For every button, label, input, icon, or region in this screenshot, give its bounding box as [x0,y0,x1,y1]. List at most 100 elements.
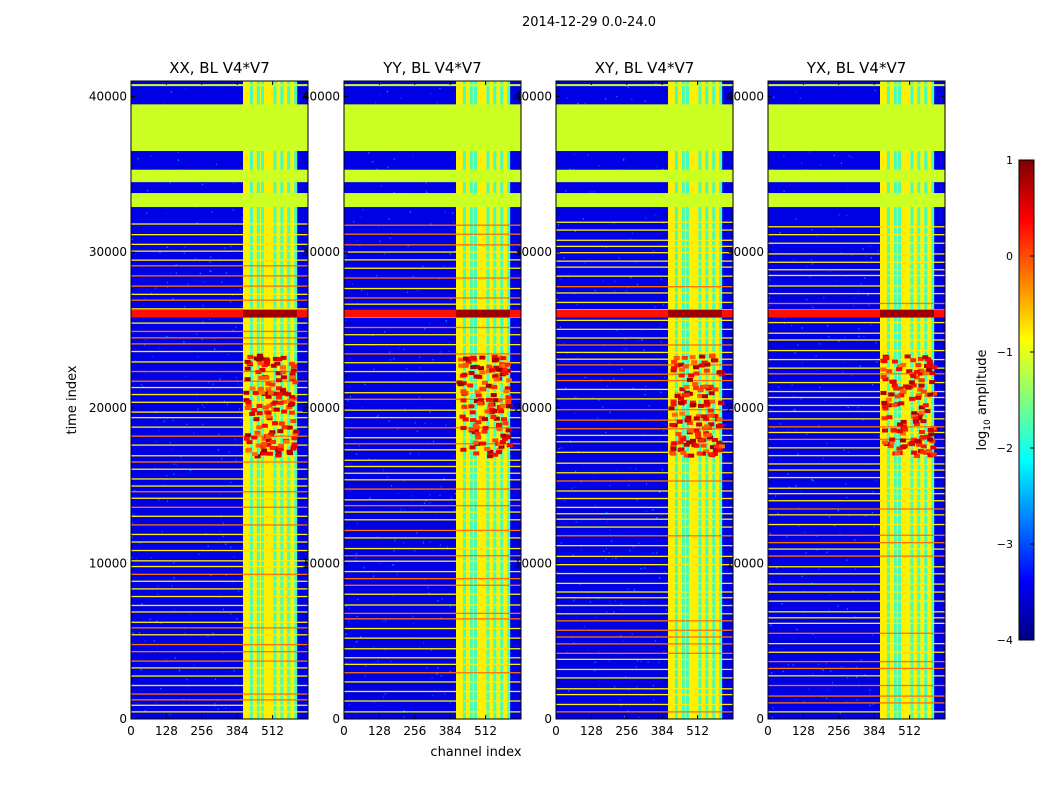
flagged-time-band [131,104,308,152]
heatmap-speckle [146,288,148,290]
heatmap-speckle [209,270,211,272]
heatmap-speckle [840,252,843,254]
flagged-time-row [131,293,308,295]
peak-cell [492,438,499,443]
peak-cell [480,386,487,391]
heatmap-speckle [443,478,445,480]
peak-cell [291,436,298,441]
heatmap-speckle [648,405,650,407]
heatmap-speckle [184,627,186,630]
heatmap-speckle [207,545,209,548]
x-tick-label: 256 [403,724,426,738]
heatmap-speckle [651,688,653,691]
peak-cell [673,355,680,360]
heatmap-speckle [430,223,432,225]
flagged-time-row [131,370,308,373]
heatmap-speckle [658,491,661,493]
peak-cell [255,370,262,375]
heatmap-speckle [637,340,640,342]
heatmap-speckle [801,327,803,329]
heatmap-speckle [847,406,849,409]
heatmap-speckle [221,344,223,347]
colorbar-label-sub: 10 [983,419,993,431]
peak-cell [920,435,927,440]
peak-cell [261,363,268,368]
heatmap-speckle [384,331,386,333]
peak-cell [918,371,925,376]
peak-cell [700,443,707,448]
peak-cell [277,400,284,405]
peak-cell [708,422,715,427]
heatmap-speckle [156,702,158,704]
heatmap-speckle [363,567,365,569]
heatmap-speckle [131,653,133,656]
heatmap-speckle [869,689,871,691]
peak-cell [275,452,282,457]
heatmap-speckle [580,480,582,483]
rfi-channel-stripe [469,81,473,719]
x-tick-label: 256 [827,724,850,738]
heatmap-speckle [615,599,617,602]
heatmap-speckle [389,359,392,361]
panel-title: YX, BL V4*V7 [806,59,907,77]
peak-cell [683,453,690,458]
heatmap-speckle [194,257,196,260]
heatmap-speckle [625,676,627,678]
peak-cell [481,417,488,422]
peak-cell [928,432,935,437]
heatmap-speckle [875,342,877,344]
peak-cell [900,438,907,443]
peak-cell [676,419,683,424]
flagged-time-row [556,597,733,599]
peak-cell [898,393,905,398]
flagged-time-row [556,591,733,593]
peak-cell [290,446,297,451]
peak-cell [249,411,256,416]
peak-cell [286,449,293,454]
peak-cell [475,435,482,440]
peak-cell [887,444,894,449]
flagged-time-row [556,693,733,696]
heatmap-speckle [818,568,820,570]
heatmap-speckle [412,154,414,157]
heatmap-speckle [852,663,854,665]
heatmap-speckle [587,154,589,156]
rfi-channel-stripe [260,81,264,719]
flagged-time-band [556,169,733,183]
heatmap-speckle [396,428,399,430]
flagged-time-row [556,434,733,437]
heatmap-speckle [233,182,235,184]
flagged-time-row [556,388,733,391]
heatmap-speckle [169,713,171,716]
peak-cell [927,437,934,442]
peak-cell [265,442,272,447]
peak-cell [889,437,896,442]
peak-cell [670,366,677,371]
heatmap-speckle [787,473,789,475]
heatmap-speckle [379,240,381,242]
peak-cell [703,433,710,438]
heatmap-speckle [660,391,662,394]
heatmap-speckle [778,317,781,319]
peak-cell [702,384,709,389]
heatmap-speckle [133,514,136,517]
heatmap-speckle [172,298,174,300]
heatmap-speckle [560,278,562,280]
heatmap-speckle [806,433,808,435]
peak-cell [279,388,286,393]
peak-cell [244,377,251,382]
peak-cell [703,368,710,373]
peak-cell [280,370,287,375]
heatmap-speckle [144,344,146,346]
heatmap-speckle [802,610,804,612]
heatmap-speckle [439,87,441,90]
heatmap-speckle [132,717,134,719]
peak-cell [491,385,498,390]
peak-cell [259,444,266,449]
x-tick-label: 512 [898,724,921,738]
x-tick-label: 0 [552,724,560,738]
peak-cell [458,363,465,368]
peak-cell [487,454,494,459]
heatmap-speckle [366,293,369,295]
heatmap-speckle [872,384,874,386]
